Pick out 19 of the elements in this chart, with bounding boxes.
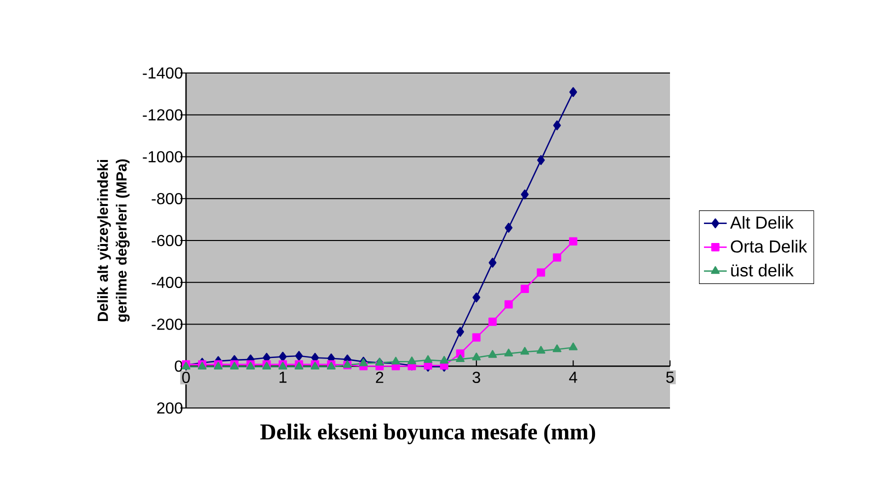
y-tick-label: -800 (152, 192, 182, 204)
y-tick-label: -400 (152, 276, 182, 288)
x-tick-label: 2 (376, 372, 384, 383)
x-axis-title: Delik ekseni boyunca mesafe (mm) (260, 423, 596, 444)
y-tick-label: -200 (152, 318, 182, 330)
legend-label: üst delik (731, 264, 794, 277)
legend-label: Orta Delik (730, 240, 808, 253)
x-tick-label: 4 (569, 372, 578, 383)
x-tick-label: 1 (280, 372, 286, 383)
y-tick-label: 200 (157, 402, 182, 414)
x-tick-label: 0 (182, 372, 190, 384)
y-tick-label: -1200 (142, 109, 182, 121)
x-tick-label: 3 (472, 372, 480, 384)
y-tick-label: -600 (152, 234, 182, 246)
y-tick-label: -1000 (142, 151, 182, 162)
y-axis-title: Delik alt yüzeylerindeki gerilme değerleri (MPa) (97, 159, 130, 322)
x-tick-label: 5 (666, 372, 674, 383)
y-tick-label: -1400 (142, 67, 182, 79)
legend-label: Alt Delik (730, 216, 794, 229)
